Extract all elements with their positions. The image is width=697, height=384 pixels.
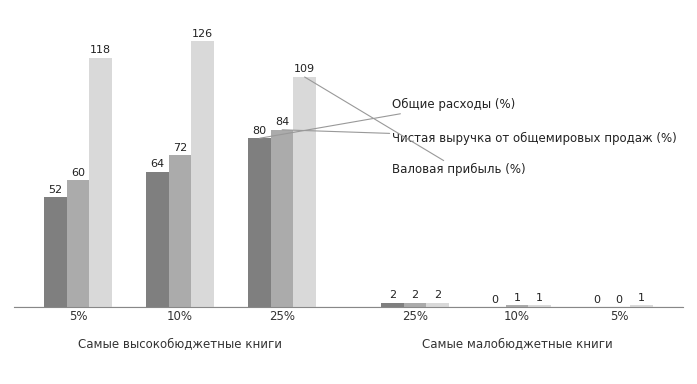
- Bar: [45, 197, 67, 307]
- Text: Самые высокобюджетные книги: Самые высокобюджетные книги: [78, 337, 282, 350]
- Bar: [248, 138, 271, 307]
- Bar: [146, 172, 169, 307]
- Text: 60: 60: [71, 168, 85, 178]
- Bar: [271, 130, 293, 307]
- Text: 2: 2: [411, 290, 418, 300]
- Text: Валовая прибыль (%): Валовая прибыль (%): [305, 77, 526, 177]
- Bar: [89, 58, 112, 307]
- Text: Самые малобюджетные книги: Самые малобюджетные книги: [422, 337, 612, 350]
- Text: 118: 118: [90, 45, 111, 55]
- Text: 1: 1: [514, 293, 521, 303]
- Bar: [506, 305, 528, 307]
- Text: 64: 64: [151, 159, 164, 169]
- Bar: [67, 180, 89, 307]
- Text: 109: 109: [294, 65, 315, 74]
- Text: Общие расходы (%): Общие расходы (%): [260, 98, 516, 138]
- Text: 1: 1: [638, 293, 645, 303]
- Text: 0: 0: [593, 295, 600, 305]
- Text: 0: 0: [491, 295, 498, 305]
- Text: 1: 1: [536, 293, 543, 303]
- Text: 0: 0: [615, 295, 622, 305]
- Bar: [293, 77, 316, 307]
- Bar: [381, 303, 404, 307]
- Text: 2: 2: [389, 290, 396, 300]
- Bar: [528, 305, 551, 307]
- Text: 2: 2: [434, 290, 441, 300]
- Bar: [426, 303, 449, 307]
- Bar: [191, 41, 214, 307]
- Bar: [630, 305, 652, 307]
- Text: 84: 84: [275, 117, 289, 127]
- Text: 126: 126: [192, 28, 213, 38]
- Bar: [169, 155, 191, 307]
- Bar: [404, 303, 426, 307]
- Text: 72: 72: [173, 142, 187, 152]
- Text: Чистая выручка от общемировых продаж (%): Чистая выручка от общемировых продаж (%): [282, 130, 677, 145]
- Text: 80: 80: [252, 126, 267, 136]
- Text: 52: 52: [49, 185, 63, 195]
